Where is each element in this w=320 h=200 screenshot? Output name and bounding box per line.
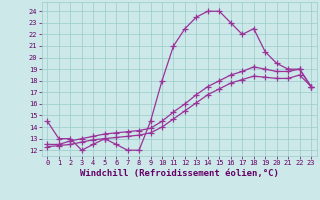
X-axis label: Windchill (Refroidissement éolien,°C): Windchill (Refroidissement éolien,°C) [80, 169, 279, 178]
